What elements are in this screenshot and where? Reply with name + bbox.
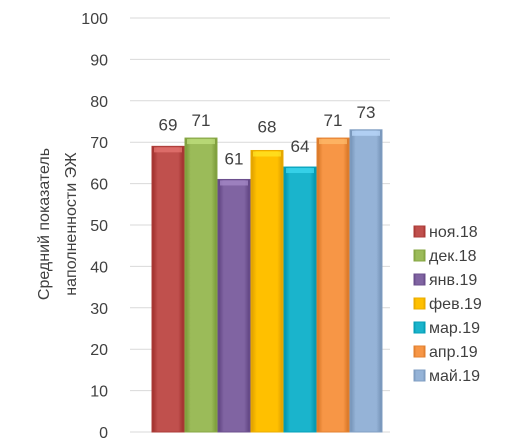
- y-tick-label-90: 90: [90, 52, 108, 69]
- data-label-5: 64: [291, 137, 310, 156]
- legend-label-2: дек.18: [429, 248, 477, 265]
- y-tick-label-60: 60: [90, 177, 108, 194]
- data-label-3: 61: [225, 149, 244, 168]
- y-tick-label-100: 100: [81, 11, 108, 28]
- y-axis-title: Средний показатель наполненности ЭЖ: [36, 148, 80, 300]
- legend-swatch-5: [414, 322, 425, 333]
- legend-label-7: май.19: [429, 368, 480, 385]
- bars: [152, 130, 382, 432]
- legend-label-6: апр.19: [429, 344, 478, 361]
- bar-highlight-4: [253, 151, 281, 156]
- y-tick-label-10: 10: [90, 384, 108, 401]
- bar-6: [317, 138, 349, 432]
- bar-highlight-5: [286, 168, 314, 173]
- bar-highlight-7: [352, 131, 380, 136]
- bar-highlight-1: [154, 147, 182, 152]
- y-tick-label-80: 80: [90, 94, 108, 111]
- legend: ноя.18 дек.18 янв.19 фев.19 мар.19 апр.19 май.…: [414, 224, 482, 385]
- bar-3: [218, 179, 250, 432]
- bar-7: [350, 130, 382, 432]
- bar-highlight-2: [187, 139, 215, 144]
- legend-label-5: мар.19: [429, 320, 480, 337]
- legend-swatch-7: [414, 370, 425, 381]
- legend-swatch-2: [414, 250, 425, 261]
- legend-label-1: ноя.18: [429, 224, 478, 241]
- data-label-2: 71: [192, 111, 211, 130]
- legend-label-3: янв.19: [429, 272, 477, 289]
- bar-1: [152, 146, 184, 432]
- y-tick-label-70: 70: [90, 135, 108, 152]
- y-tick-label-50: 50: [90, 218, 108, 235]
- y-tick-label-20: 20: [90, 342, 108, 359]
- legend-label-4: фев.19: [429, 296, 482, 313]
- legend-swatch-4: [414, 298, 425, 309]
- data-label-4: 68: [258, 117, 277, 136]
- y-tick-label-40: 40: [90, 259, 108, 276]
- y-tick-label-0: 0: [99, 425, 108, 440]
- y-tick-label-30: 30: [90, 301, 108, 318]
- legend-swatch-1: [414, 226, 425, 237]
- bar-highlight-3: [220, 180, 248, 185]
- data-label-6: 71: [324, 111, 343, 130]
- y-axis-title-line-2: наполненности ЭЖ: [63, 152, 80, 296]
- bar-4: [251, 150, 283, 432]
- y-axis-title-line-1: Средний показатель: [36, 148, 53, 300]
- data-label-1: 69: [159, 115, 178, 134]
- legend-swatch-6: [414, 346, 425, 357]
- data-label-7: 73: [357, 103, 376, 122]
- legend-swatch-3: [414, 274, 425, 285]
- bar-5: [284, 167, 316, 432]
- bar-2: [185, 138, 217, 432]
- y-axis-ticks: 0 10 20 30 40 50 60 70 80 90 100: [81, 11, 108, 440]
- bar-highlight-6: [319, 139, 347, 144]
